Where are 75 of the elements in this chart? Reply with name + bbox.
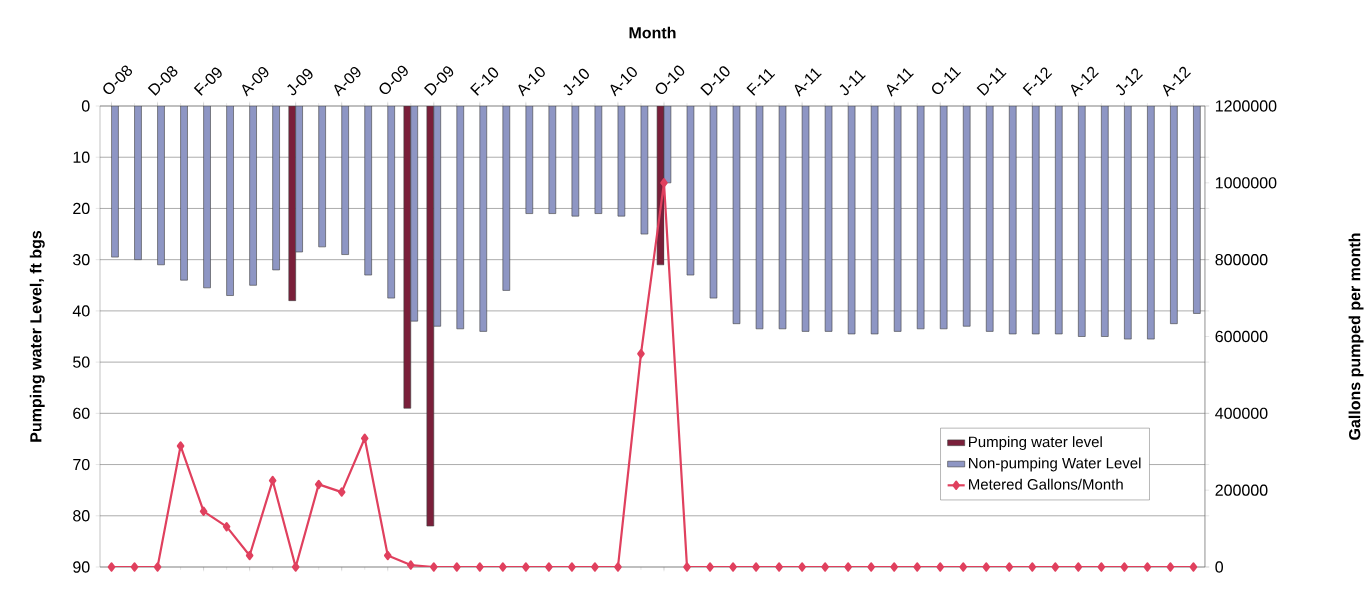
y-tick-label: 50 [73, 356, 90, 368]
point [752, 562, 760, 572]
point [522, 562, 530, 572]
point [637, 349, 645, 359]
point [775, 562, 783, 572]
x-tick-label: J-11 [839, 70, 866, 96]
point [153, 562, 162, 572]
y2-tick-label: 200000 [1215, 484, 1268, 496]
point [337, 487, 346, 497]
y2-tick-label: 1200000 [1215, 100, 1277, 112]
y-tick-label: 60 [73, 407, 90, 419]
point [176, 441, 185, 451]
point [199, 506, 208, 516]
y-tick-label: 90 [73, 561, 90, 573]
point [383, 550, 392, 561]
y2-tick-label: 600000 [1215, 330, 1268, 343]
point [476, 562, 484, 572]
y2-tick-label: 400000 [1215, 407, 1268, 419]
point [890, 562, 898, 572]
y-tick-label: 30 [73, 254, 90, 266]
point [683, 562, 691, 572]
y-axis-title: Pumping water Level, ft bgs [29, 230, 45, 442]
y-tick-label: 80 [73, 510, 90, 522]
point [222, 521, 231, 532]
point [499, 562, 507, 572]
legend-label: Pumping water level [969, 436, 1102, 451]
point [1189, 562, 1198, 572]
y2-tick-label: 800000 [1215, 254, 1268, 266]
point [867, 562, 875, 572]
point [591, 562, 599, 572]
legend-label: Non-pumping Water Level [969, 457, 1141, 472]
point [660, 178, 668, 188]
point [982, 562, 991, 572]
point [130, 562, 139, 572]
point [314, 479, 323, 490]
point [1051, 562, 1060, 572]
y-tick-label: 70 [73, 458, 90, 471]
point [1120, 562, 1129, 572]
y-tick-label: 10 [73, 151, 90, 163]
x-tick-label: O-11 [932, 66, 962, 95]
y2-tick-label: 0 [1215, 561, 1224, 573]
point [291, 562, 300, 572]
point [545, 562, 553, 572]
x-tick-label: J-09 [287, 68, 313, 96]
y-tick-label: 0 [81, 100, 90, 112]
point [844, 562, 852, 572]
point [798, 562, 806, 572]
point [1097, 562, 1106, 572]
point [1005, 562, 1014, 572]
point [821, 562, 829, 572]
point [913, 562, 921, 572]
point [107, 562, 116, 572]
point [453, 562, 461, 572]
point [568, 562, 576, 572]
point [614, 562, 622, 572]
point [429, 562, 438, 572]
x-tick-label: F-11 [746, 68, 776, 96]
y2-tick-label: 1000000 [1215, 177, 1277, 189]
y2-axis-title: Gallons pumped per month [1348, 233, 1364, 440]
point [268, 475, 277, 486]
y-tick-label: 20 [73, 202, 90, 215]
point [729, 562, 737, 572]
y-tick-label: 40 [72, 305, 90, 317]
point [360, 433, 369, 443]
point [1028, 562, 1037, 572]
x-axis-title: Month [629, 26, 676, 39]
legend-label: Metered Gallons/Month [969, 478, 1123, 490]
point [936, 562, 945, 572]
point [406, 560, 415, 570]
point [1143, 562, 1152, 572]
point [1166, 562, 1175, 572]
point [245, 550, 254, 561]
point [959, 562, 968, 572]
point [706, 562, 714, 572]
point [1074, 562, 1083, 572]
